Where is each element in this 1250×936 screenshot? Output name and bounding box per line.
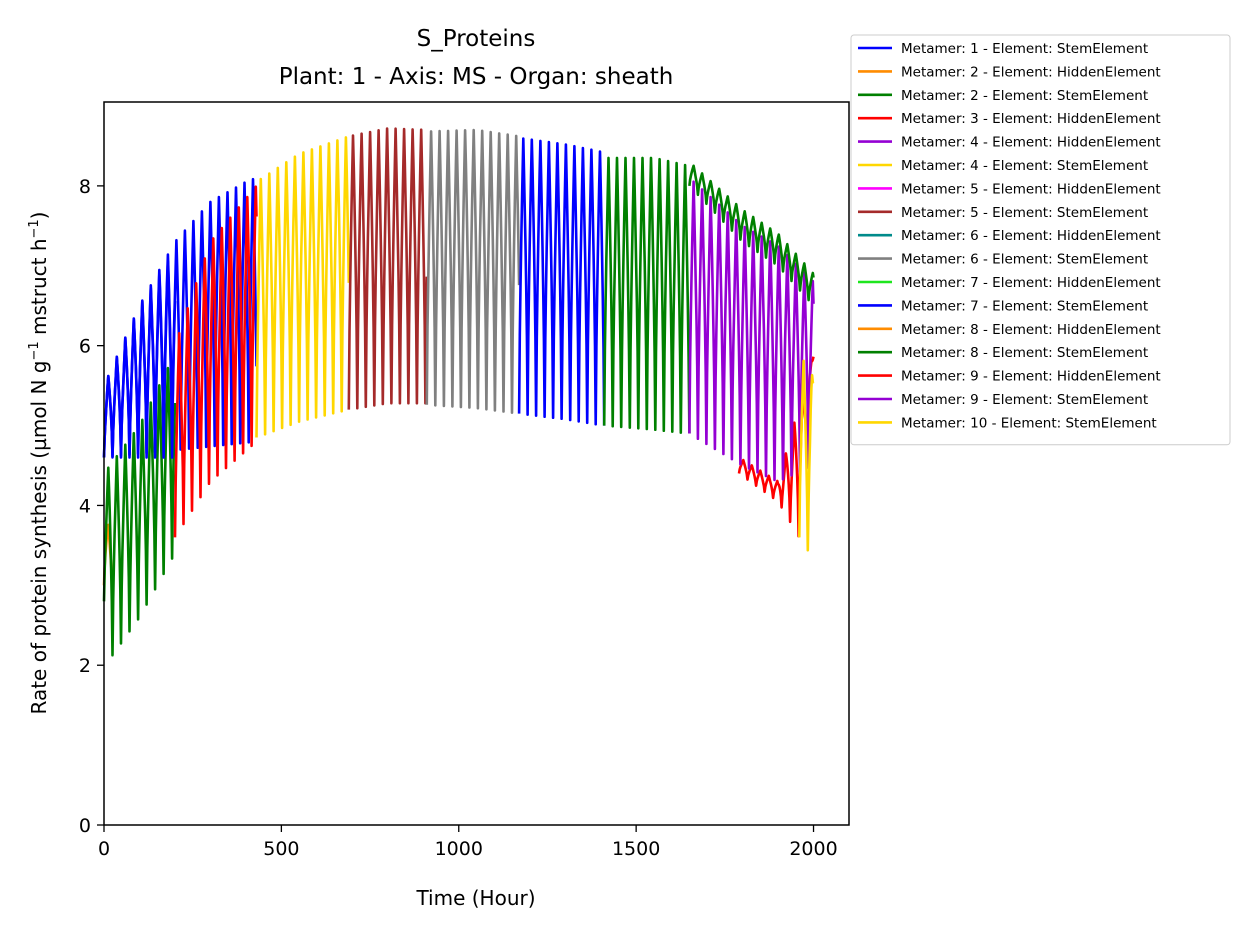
legend-entry-label: Metamer: 10 - Element: StemElement [901, 415, 1157, 431]
x-tick-label: 500 [263, 838, 299, 860]
y-axis-label-end: ) [27, 211, 51, 219]
legend-box [850, 34, 1231, 446]
axes-frame [103, 101, 850, 826]
x-tick-label: 2000 [789, 838, 837, 860]
y-axis: 0 2 4 6 8 [79, 176, 104, 837]
x-axis: 0 500 1000 1500 2000 [98, 825, 838, 860]
series-line-16 [798, 359, 815, 552]
series-overlay-0 [102, 259, 177, 459]
legend-entry-label: Metamer: 6 - Element: HiddenElement [901, 228, 1161, 244]
legend-entry-label: Metamer: 2 - Element: HiddenElement [901, 64, 1161, 80]
x-tick-label: 0 [98, 838, 110, 860]
chart-title: S_Proteins [417, 26, 536, 52]
y-axis-label-main: Rate of protein synthesis (µmol N g [27, 361, 51, 715]
legend-entry-label: Metamer: 7 - Element: HiddenElement [901, 275, 1161, 291]
legend: Metamer: 1 - Element: StemElement Metamer… [850, 34, 1231, 446]
plot-area [102, 127, 815, 657]
y-tick-label: 6 [79, 336, 91, 358]
series-line-11 [517, 137, 606, 426]
y-tick-label: 4 [79, 495, 91, 517]
series-line-13 [602, 156, 691, 434]
x-axis-label: Time (Hour) [415, 886, 535, 910]
legend-entry-label: Metamer: 3 - Element: HiddenElement [901, 111, 1161, 127]
legend-entry-label: Metamer: 7 - Element: StemElement [901, 298, 1148, 314]
series-line-3 [173, 185, 258, 538]
series-line-9 [425, 128, 521, 414]
series-line-15 [688, 180, 815, 482]
y-tick-label: 0 [79, 815, 91, 837]
legend-entry-label: Metamer: 8 - Element: StemElement [901, 345, 1148, 361]
y-tick-label: 2 [79, 655, 91, 677]
chart-subtitle: Plant: 1 - Axis: MS - Organ: sheath [279, 64, 674, 90]
y-axis-label: Rate of protein synthesis (µmol N g−1 ms… [27, 211, 51, 714]
series-overlay-1 [688, 164, 815, 302]
legend-entry-label: Metamer: 4 - Element: HiddenElement [901, 135, 1161, 151]
series-line-5 [255, 136, 351, 438]
series-line-2 [102, 366, 177, 657]
legend-entry-label: Metamer: 9 - Element: StemElement [901, 392, 1148, 408]
legend-entry-label: Metamer: 4 - Element: StemElement [901, 158, 1148, 174]
x-tick-label: 1000 [435, 838, 483, 860]
legend-entry-label: Metamer: 5 - Element: StemElement [901, 205, 1148, 221]
legend-entry-label: Metamer: 5 - Element: HiddenElement [901, 181, 1161, 197]
legend-entry-label: Metamer: 8 - Element: HiddenElement [901, 322, 1161, 338]
legend-entry-label: Metamer: 6 - Element: StemElement [901, 252, 1148, 268]
y-axis-label-sup2: −1 [27, 219, 42, 238]
y-axis-label-sup1: −1 [27, 341, 42, 360]
legend-entry-label: Metamer: 2 - Element: StemElement [901, 88, 1148, 104]
series-line-7 [347, 127, 429, 410]
y-tick-label: 8 [79, 176, 91, 198]
legend-entry-label: Metamer: 1 - Element: StemElement [901, 41, 1148, 57]
legend-entry-label: Metamer: 9 - Element: HiddenElement [901, 369, 1161, 385]
y-axis-label-mid: mstruct h [27, 238, 51, 341]
x-tick-label: 1500 [612, 838, 660, 860]
